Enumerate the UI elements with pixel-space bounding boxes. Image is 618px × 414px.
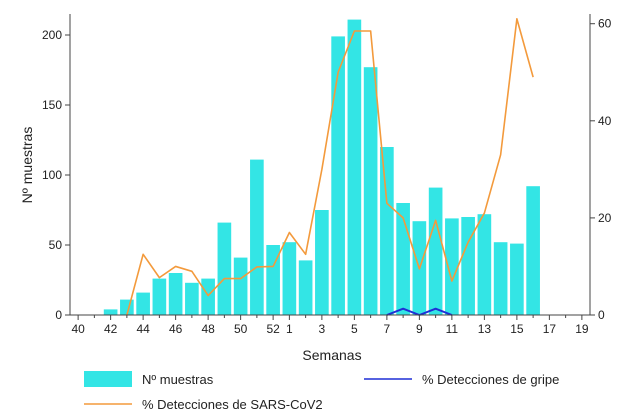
bar-week-3 — [315, 210, 329, 315]
bar-week-14 — [493, 242, 508, 315]
x-tick-label-9: 9 — [416, 322, 423, 336]
bar-week-6 — [363, 67, 378, 315]
x-tick-label-11: 11 — [446, 322, 459, 336]
x-tick-label-40: 40 — [71, 322, 85, 336]
legend-label-sars: % Detecciones de SARS-CoV2 — [142, 397, 323, 412]
legend-label-gripe: % Detecciones de gripe — [422, 372, 559, 387]
legend: Nº muestras % Detecciones de gripe % Det… — [84, 371, 559, 412]
y2-tick-label: 0 — [598, 308, 605, 322]
x-axis-title: Semanas — [302, 347, 361, 363]
bar-week-12 — [461, 217, 475, 315]
y-tick-label: 150 — [42, 98, 62, 112]
bar-week-11 — [445, 218, 459, 315]
x-tick-label-13: 13 — [478, 322, 492, 336]
x-tick-label-46: 46 — [169, 322, 183, 336]
x-tick-label-15: 15 — [510, 322, 524, 336]
x-tick-label-44: 44 — [136, 322, 150, 336]
bar-week-15 — [510, 243, 524, 315]
x-tick-label-1: 1 — [286, 322, 293, 336]
bar-week-5 — [347, 19, 362, 315]
bar-week-10 — [428, 187, 443, 315]
x-tick-label-5: 5 — [351, 322, 358, 336]
x-tick-label-52: 52 — [266, 322, 280, 336]
bar-week-47 — [185, 282, 199, 315]
bar-week-4 — [331, 36, 345, 316]
bar-week-1 — [282, 242, 297, 315]
bar-week-7 — [380, 147, 394, 315]
bar-week-48 — [201, 278, 215, 315]
y2-tick-label: 20 — [598, 211, 612, 225]
legend-swatch-muestras — [84, 371, 132, 387]
x-tick-label-48: 48 — [201, 322, 215, 336]
bar-week-13 — [477, 214, 492, 315]
bar-week-45 — [152, 278, 167, 315]
y-tick-label: 200 — [42, 28, 62, 42]
y-tick-label: 0 — [55, 308, 62, 322]
bar-week-50 — [233, 257, 248, 315]
bars — [103, 19, 540, 316]
bar-week-46 — [168, 273, 183, 315]
bar-week-44 — [136, 292, 150, 315]
x-tick-label-42: 42 — [104, 322, 118, 336]
bar-week-16 — [526, 186, 540, 315]
line-sars-cov2 — [126, 18, 534, 316]
bar-week-52 — [266, 245, 280, 315]
y-tick-label: 100 — [42, 168, 62, 182]
x-tick-label-3: 3 — [319, 322, 326, 336]
y-tick-label: 50 — [49, 238, 63, 252]
bar-week-42 — [103, 309, 118, 315]
bar-week-49 — [217, 222, 232, 315]
x-tick-label-50: 50 — [234, 322, 248, 336]
bar-week-2 — [298, 260, 313, 315]
legend-label-muestras: Nº muestras — [142, 372, 214, 387]
x-tick-label-7: 7 — [384, 322, 391, 336]
x-tick-label-19: 19 — [575, 322, 589, 336]
y2-tick-label: 60 — [598, 17, 612, 31]
bar-week-51 — [250, 159, 264, 315]
y2-tick-label: 40 — [598, 114, 612, 128]
x-tick-label-17: 17 — [543, 322, 557, 336]
y-axis-title: Nº muestras — [19, 127, 35, 204]
